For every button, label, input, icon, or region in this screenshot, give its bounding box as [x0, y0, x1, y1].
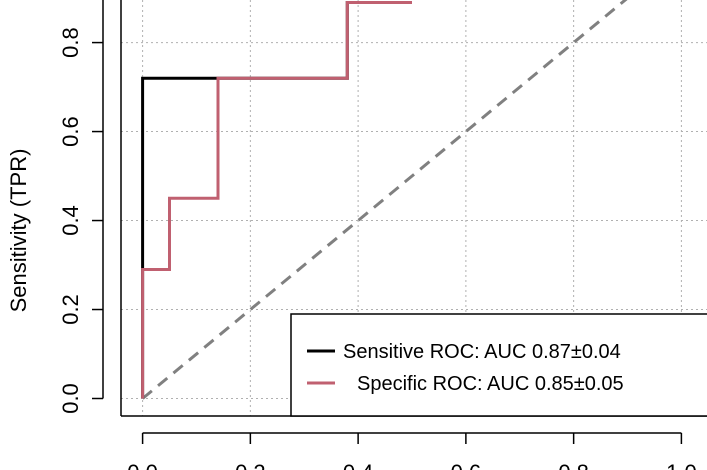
legend-label-1: Sensitive ROC: AUC 0.87±0.04	[343, 341, 621, 363]
y-tick-label: 0.0	[58, 383, 83, 414]
x-tick-label: 0.2	[235, 460, 266, 470]
y-tick-label: 0.4	[58, 205, 83, 236]
y-tick-label: 0.2	[58, 294, 83, 325]
reference-line	[141, 0, 628, 400]
reference-diagonal	[141, 0, 628, 400]
x-tick-label: 1.0	[666, 460, 697, 470]
legend-box	[290, 313, 707, 417]
legend: Sensitive ROC: AUC 0.87±0.04 Specific ROC…	[290, 313, 707, 417]
y-axis-title: Sensitivity (TPR)	[6, 149, 31, 313]
legend-label-2: Specific ROC: AUC 0.85±0.05	[357, 373, 624, 395]
axis-ticks: 0.0 0.2 0.4 0.6 0.8 0.0 0.2 0.4 0.6 0.8 1.0	[58, 0, 697, 470]
x-tick-label: 0.6	[451, 460, 482, 470]
y-tick-label: 0.6	[58, 116, 83, 147]
x-tick-label: 0.0	[127, 460, 158, 470]
x-tick-label: 0.8	[558, 460, 589, 470]
series-line-2	[141, 1, 412, 399]
y-tick-label: 0.8	[58, 27, 83, 58]
x-tick-label: 0.4	[343, 460, 374, 470]
series-lines	[141, 1, 412, 399]
